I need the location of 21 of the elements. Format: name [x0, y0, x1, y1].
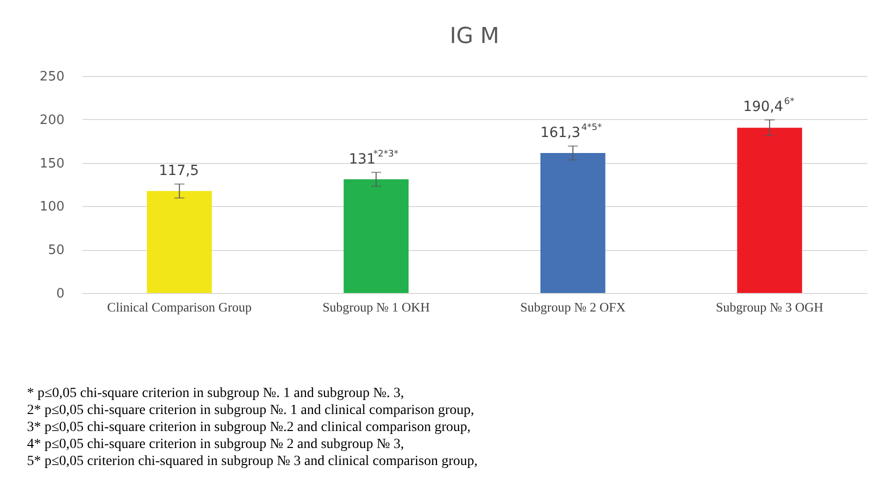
- text: * p≤0,05 chi-square criterion in subgroup №. 1 and subgroup №. 3,: [27, 386, 404, 401]
- text: 4* p≤0,05 chi-square criterion in subgroup № 2 and subgroup № 3,: [27, 437, 404, 452]
- text: 2* p≤0,05 chi-square criterion in subgroup №. 1 and clinical comparison group,: [27, 403, 474, 418]
- x-tick-label: Subgroup № 1 OKH: [322, 300, 430, 314]
- data-label: 117,5: [158, 163, 199, 180]
- y-tick-label: 0: [56, 286, 64, 302]
- y-tick-label: 150: [40, 156, 64, 172]
- y-tick-label: 200: [40, 112, 64, 128]
- y-tick-label: 100: [40, 200, 64, 215]
- bar: [146, 191, 212, 293]
- text: 5* p≤0,05 criterion chi-squared in subgroup № 3 and clinical comparison group,: [27, 454, 478, 469]
- bar: [540, 152, 606, 293]
- y-tick-label: 50: [48, 243, 64, 258]
- y-tick-label: 250: [40, 70, 64, 84]
- text: 3* p≤0,05 chi-square criterion in subgroup №.2 and clinical comparison group,: [27, 420, 471, 435]
- x-tick-label: Clinical Comparison Group: [107, 300, 252, 314]
- bar: [344, 179, 409, 293]
- bar: [737, 128, 802, 293]
- x-tick-label: Subgroup № 2 OFX: [520, 300, 626, 314]
- chart-title: IG M: [450, 24, 500, 49]
- x-tick-label: Subgroup № 3 OGH: [716, 300, 824, 314]
